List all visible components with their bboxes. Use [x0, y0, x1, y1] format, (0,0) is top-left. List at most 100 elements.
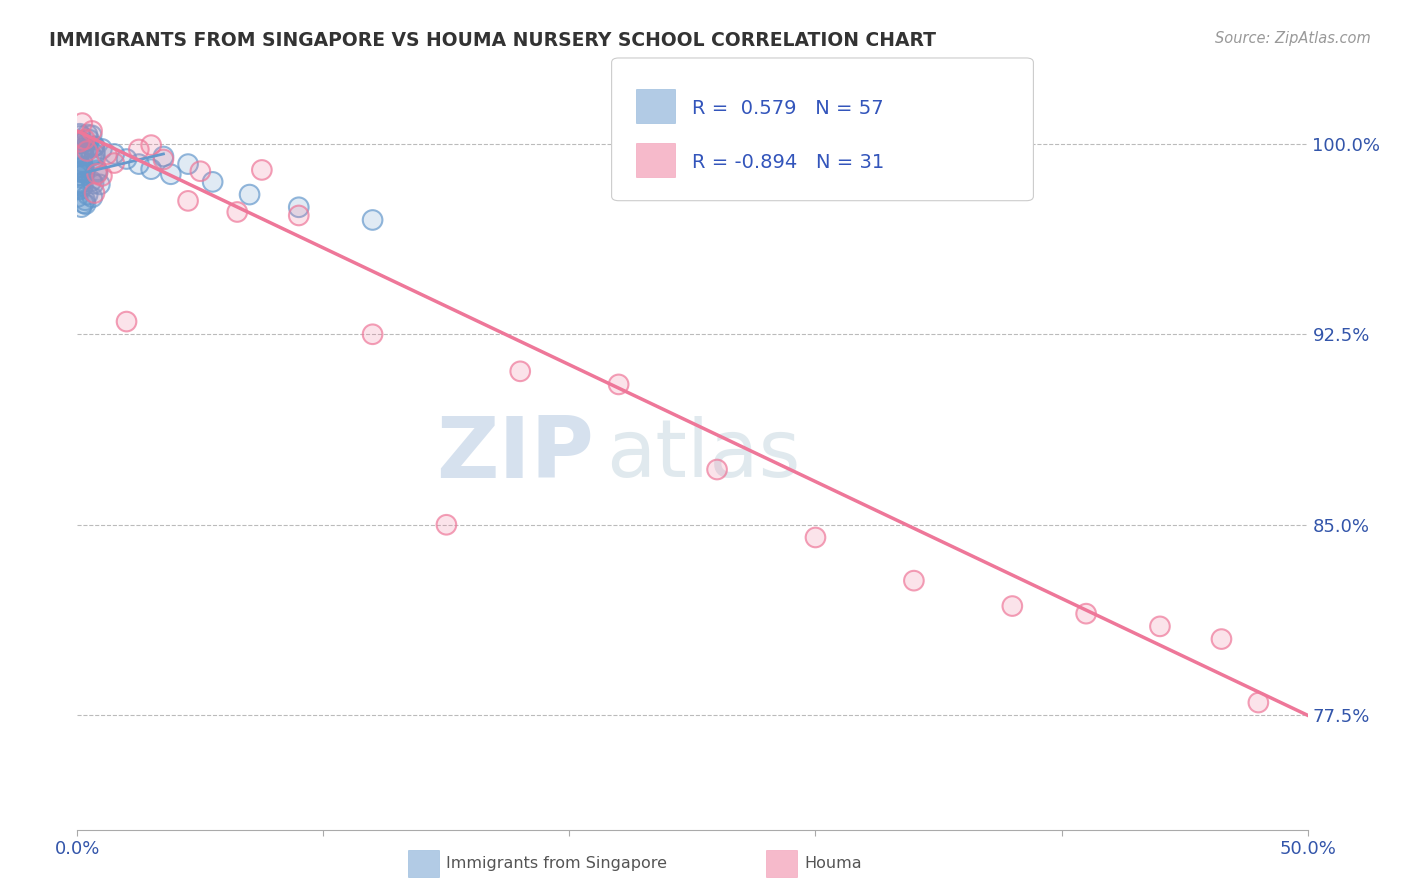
- Point: [1149, 619, 1171, 633]
- Point: [1247, 696, 1270, 710]
- Point: [72, 196, 94, 211]
- Point: [89, 178, 111, 192]
- Point: [706, 462, 728, 476]
- Point: [66, 190, 89, 204]
- Point: [83, 139, 105, 153]
- Point: [76, 144, 98, 158]
- Point: [75, 197, 97, 211]
- Point: [73, 141, 96, 155]
- Point: [83, 147, 105, 161]
- Point: [86, 167, 108, 181]
- Point: [75, 197, 97, 211]
- Point: [66, 146, 89, 161]
- Point: [83, 186, 105, 200]
- Point: [103, 147, 125, 161]
- Point: [70, 144, 93, 158]
- Point: [188, 164, 212, 178]
- Point: [76, 187, 98, 202]
- Point: [80, 174, 103, 188]
- Point: [361, 327, 384, 342]
- Point: [69, 136, 91, 150]
- Point: [77, 133, 100, 147]
- Point: [177, 194, 200, 208]
- Point: [86, 167, 108, 181]
- Point: [86, 163, 108, 178]
- Point: [361, 213, 384, 227]
- Point: [70, 161, 93, 175]
- Point: [226, 205, 249, 219]
- Point: [76, 128, 98, 142]
- Point: [152, 149, 174, 163]
- Point: [82, 124, 104, 138]
- Point: [73, 166, 96, 180]
- Point: [72, 136, 94, 150]
- Point: [72, 161, 94, 175]
- Point: [83, 152, 105, 166]
- Point: [1001, 599, 1024, 613]
- Point: [72, 196, 94, 211]
- Point: [67, 134, 90, 148]
- Point: [69, 128, 91, 143]
- Point: [90, 169, 114, 183]
- Point: [67, 165, 90, 179]
- Point: [82, 190, 104, 204]
- Text: R =  0.579   N = 57: R = 0.579 N = 57: [692, 99, 883, 119]
- Point: [1211, 632, 1233, 646]
- Point: [509, 364, 531, 378]
- Point: [69, 182, 91, 196]
- Point: [70, 169, 93, 183]
- Point: [77, 141, 100, 155]
- Point: [115, 315, 138, 329]
- Text: R = -0.894   N = 31: R = -0.894 N = 31: [692, 153, 884, 172]
- Text: ZIP: ZIP: [436, 413, 595, 497]
- Point: [66, 169, 89, 183]
- Point: [903, 574, 925, 588]
- Point: [83, 139, 105, 153]
- Point: [288, 200, 311, 214]
- Point: [72, 179, 94, 194]
- Point: [804, 531, 827, 545]
- Point: [239, 187, 262, 202]
- Point: [115, 152, 138, 166]
- Point: [115, 152, 138, 166]
- Point: [103, 156, 125, 170]
- Point: [141, 138, 163, 153]
- Point: [83, 177, 105, 191]
- Point: [90, 142, 114, 156]
- Point: [1076, 607, 1098, 621]
- Text: Houma: Houma: [804, 856, 862, 871]
- Point: [76, 144, 98, 158]
- Point: [70, 116, 93, 130]
- Point: [83, 147, 105, 161]
- Point: [115, 315, 138, 329]
- Point: [141, 162, 163, 177]
- Point: [69, 127, 91, 141]
- Point: [73, 166, 96, 180]
- Point: [80, 174, 103, 188]
- Point: [96, 147, 118, 161]
- Point: [141, 162, 163, 177]
- Point: [72, 148, 94, 162]
- Point: [152, 153, 174, 167]
- Point: [76, 128, 98, 142]
- Point: [103, 156, 125, 170]
- Point: [804, 531, 827, 545]
- Point: [903, 574, 925, 588]
- Point: [67, 134, 90, 148]
- Point: [72, 136, 94, 150]
- Point: [73, 132, 96, 146]
- Point: [70, 161, 93, 175]
- Point: [83, 177, 105, 191]
- Point: [80, 128, 103, 143]
- Point: [70, 176, 93, 190]
- Point: [72, 155, 94, 169]
- Point: [436, 517, 458, 532]
- Point: [1001, 599, 1024, 613]
- Point: [152, 149, 174, 163]
- Point: [80, 149, 103, 163]
- Point: [77, 133, 100, 147]
- Point: [96, 147, 118, 161]
- Point: [86, 165, 108, 179]
- Point: [128, 143, 150, 157]
- Point: [83, 186, 105, 200]
